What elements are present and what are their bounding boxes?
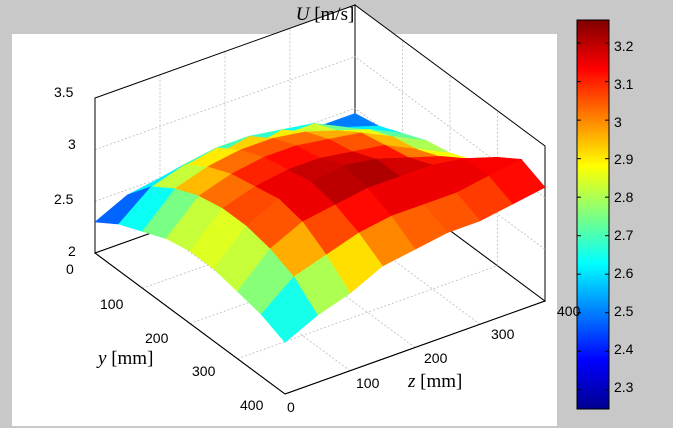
u-tick-label: 2.5 bbox=[54, 191, 74, 207]
colorbar-tick-label: 2.4 bbox=[614, 341, 634, 357]
y-axis-variable: y bbox=[98, 348, 107, 369]
y-axis-unit: [mm] bbox=[111, 348, 154, 369]
z-tick-label: 300 bbox=[491, 326, 515, 342]
z-axis-line bbox=[284, 300, 546, 395]
surface-mesh bbox=[94, 113, 546, 343]
u-tick-label: 3 bbox=[68, 136, 76, 152]
z-tick-label: 400 bbox=[557, 303, 581, 319]
y-axis-line bbox=[94, 252, 286, 395]
colorbar bbox=[576, 19, 610, 410]
colorbar-tick-label: 2.5 bbox=[614, 303, 634, 319]
colorbar-tick-label: 2.7 bbox=[614, 227, 634, 243]
y-axis-label: y [mm] bbox=[98, 348, 153, 370]
y-tick-label: 300 bbox=[192, 363, 216, 379]
u-tick-label: 2 bbox=[68, 243, 76, 259]
colorbar-tick-marks bbox=[577, 42, 609, 391]
colorbar-tick-label: 2.9 bbox=[614, 151, 634, 167]
colorbar-tick-label: 3.2 bbox=[614, 38, 634, 54]
title-unit: [m/s] bbox=[314, 4, 355, 25]
chart-title: U [m/s] bbox=[260, 4, 390, 26]
z-axis-unit: [mm] bbox=[420, 371, 463, 392]
colorbar-tick-label: 2.8 bbox=[614, 189, 634, 205]
z-axis-label: z [mm] bbox=[408, 371, 462, 393]
u-tick-label: 3.5 bbox=[54, 84, 74, 100]
z-tick-label: 0 bbox=[287, 399, 295, 415]
surface-cell bbox=[260, 276, 318, 343]
z-tick-label: 100 bbox=[356, 375, 380, 391]
gridline bbox=[159, 229, 351, 372]
z-axis-variable: z bbox=[408, 371, 416, 392]
gridline bbox=[354, 56, 546, 198]
colorbar-tick-label: 2.3 bbox=[614, 379, 634, 395]
y-tick-label: 200 bbox=[145, 330, 169, 346]
y-tick-label: 100 bbox=[100, 296, 124, 312]
y-tick-label: 400 bbox=[240, 397, 264, 413]
title-variable: U bbox=[295, 4, 310, 25]
colorbar-tick-label: 3.1 bbox=[614, 76, 634, 92]
y-tick-label: 0 bbox=[66, 261, 74, 277]
colorbar-tick-label: 2.6 bbox=[614, 265, 634, 281]
colorbar-tick-label: 3 bbox=[614, 114, 622, 130]
z-tick-label: 200 bbox=[424, 350, 448, 366]
